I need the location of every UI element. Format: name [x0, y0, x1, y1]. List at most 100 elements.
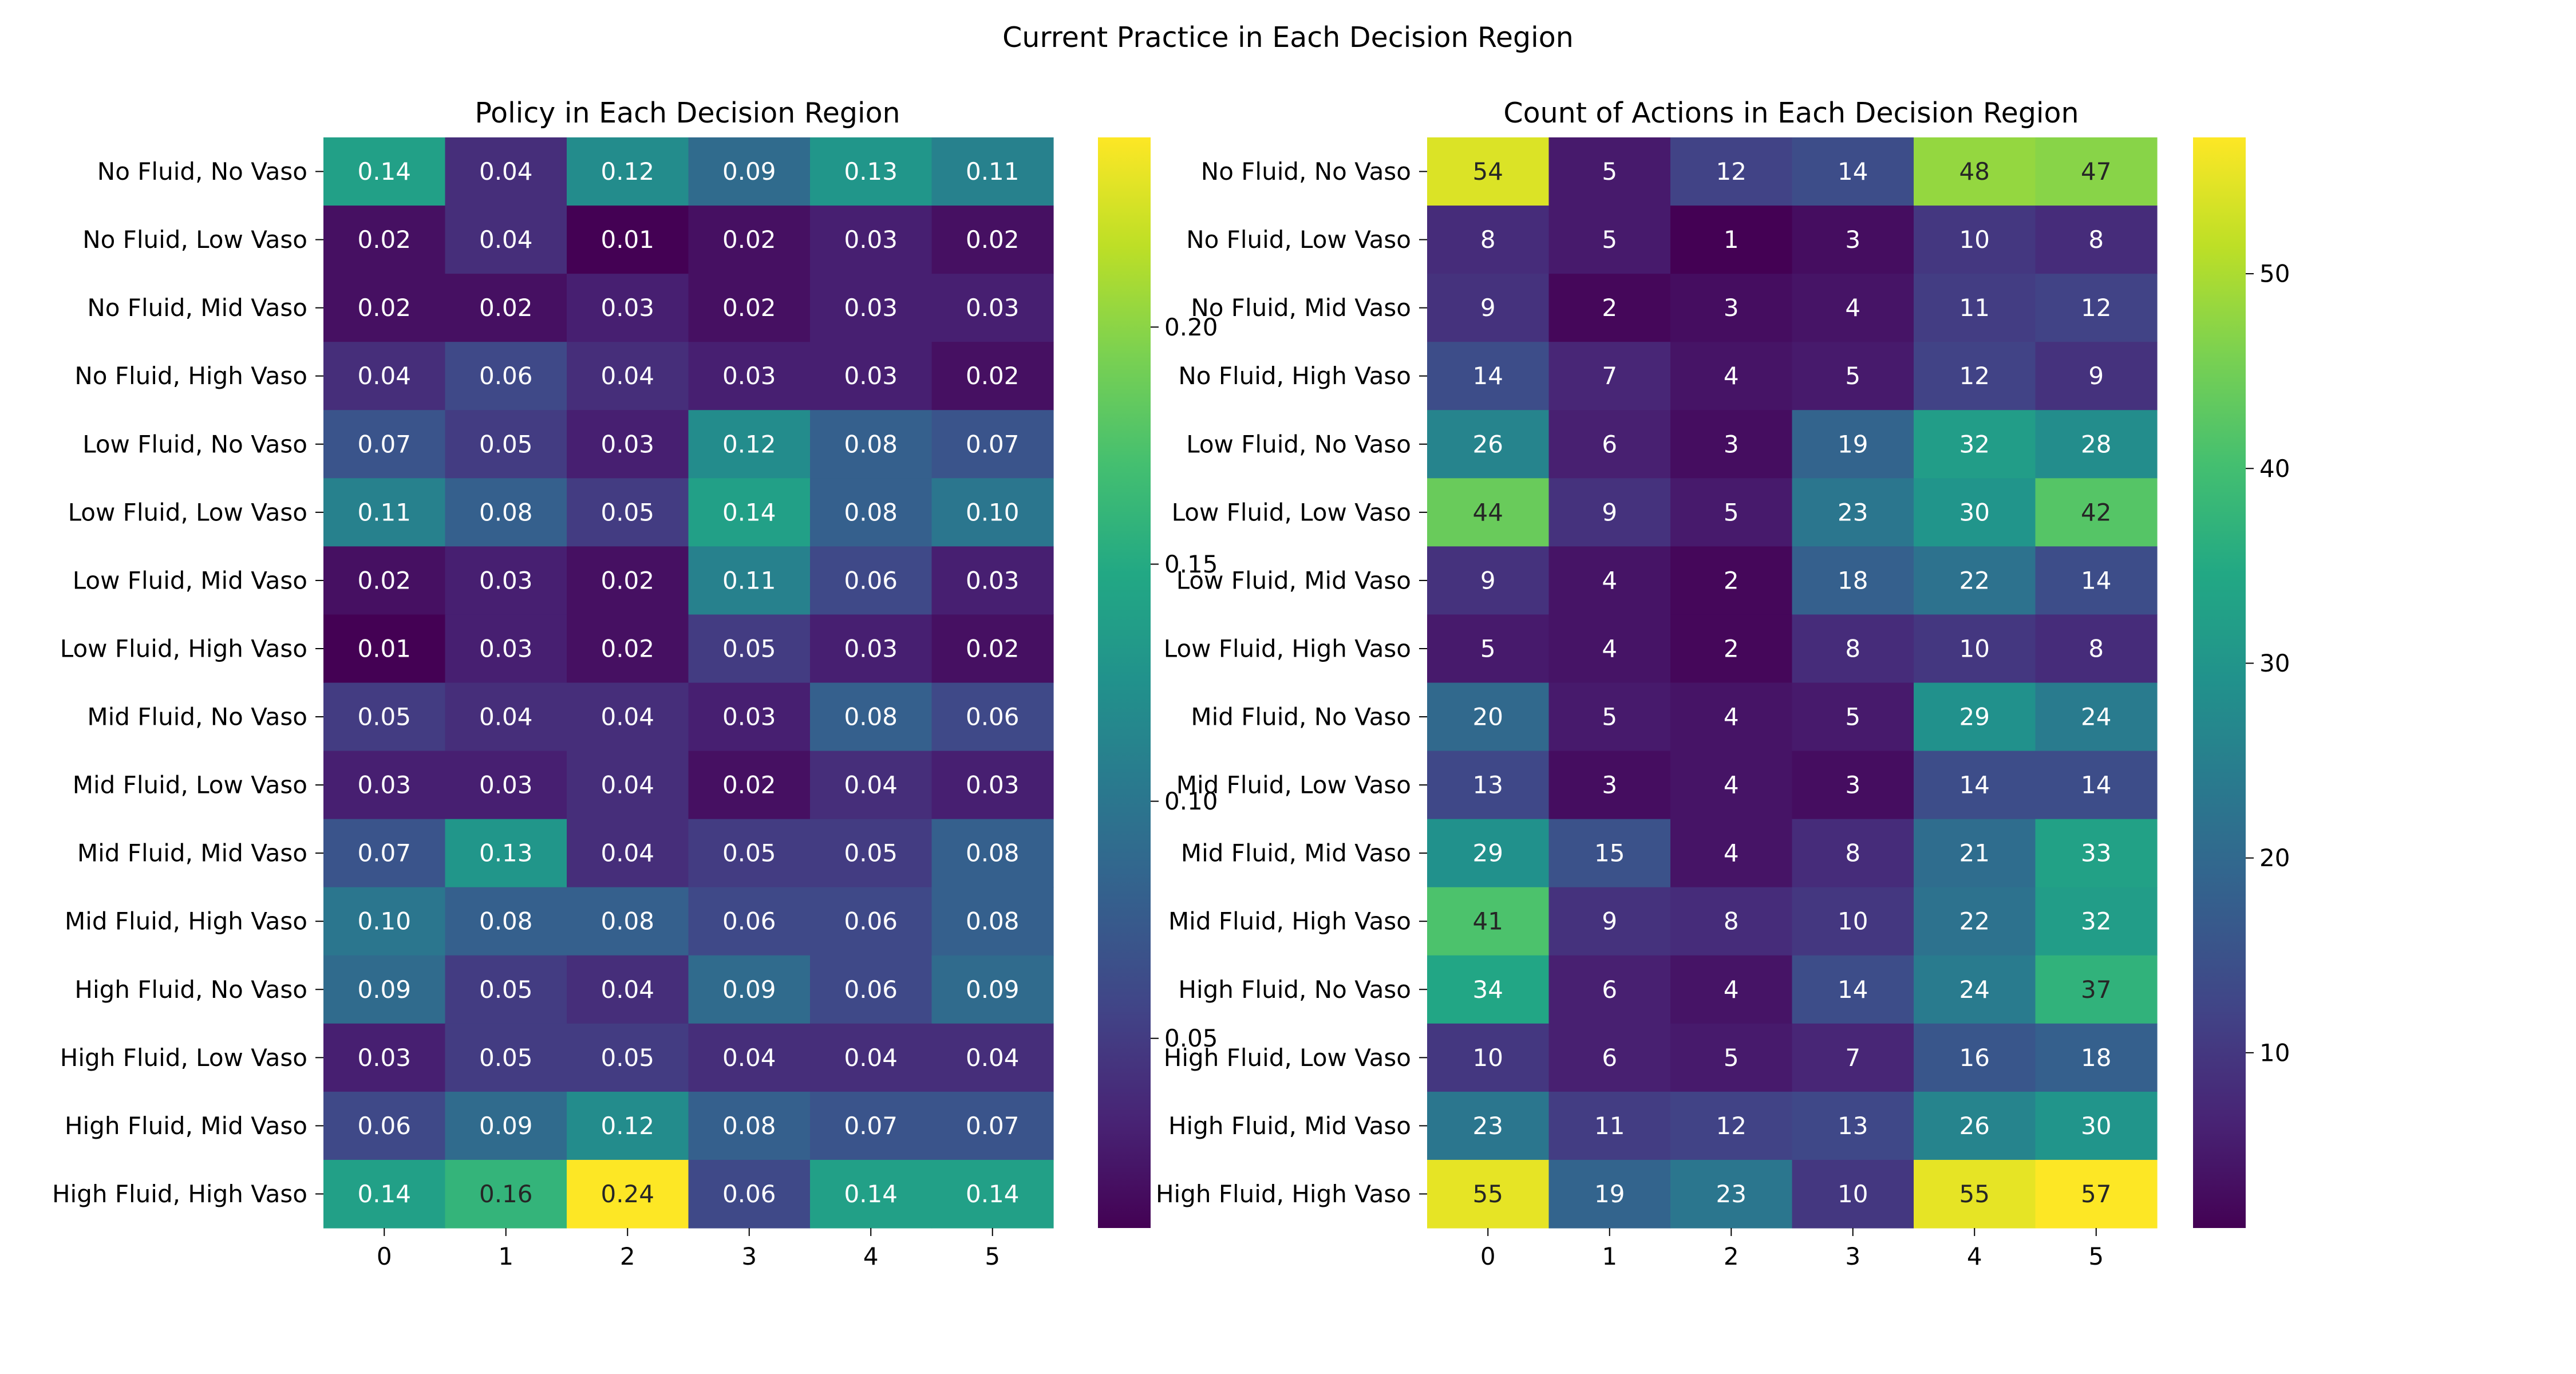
heatmap-cell-value: 5 [1480, 634, 1496, 662]
heatmap-cell-value: 5 [1602, 157, 1617, 185]
heatmap-cell-value: 12 [1716, 157, 1747, 185]
heatmap-cell [2035, 1091, 2158, 1160]
y-tick-label: No Fluid, Mid Vaso [87, 294, 307, 322]
colorbar-tick-label: 0.10 [1164, 787, 1218, 815]
heatmap-cell [810, 1159, 933, 1229]
heatmap-cell [1548, 751, 1671, 820]
heatmap-cell-value: 4 [1724, 976, 1739, 1004]
heatmap-cell-value: 5 [1845, 703, 1860, 731]
y-tick-label: Low Fluid, Mid Vaso [73, 566, 307, 594]
y-tick-label: High Fluid, Mid Vaso [1168, 1112, 1411, 1140]
heatmap-cell [1670, 751, 1793, 820]
heatmap-cell [567, 274, 689, 342]
heatmap-cell [445, 342, 567, 410]
heatmap-cell-value: 7 [1845, 1044, 1860, 1072]
x-tick-label: 0 [377, 1242, 392, 1270]
heatmap-cell [1670, 206, 1793, 274]
heatmap-cell [1914, 751, 2036, 820]
heatmap-cell-value: 0.06 [844, 907, 898, 935]
heatmap-cell [323, 1023, 446, 1092]
heatmap-cell-value: 0.02 [722, 294, 776, 322]
heatmap-cell-value: 0.11 [722, 566, 776, 594]
colorbar-tick-label: 0.20 [1164, 313, 1218, 341]
heatmap-cell [1670, 274, 1793, 342]
heatmap-cell-value: 0.08 [844, 498, 898, 526]
x-tick-label: 4 [863, 1242, 879, 1270]
heatmap-cell [688, 1091, 811, 1160]
heatmap-cell-value: 32 [1959, 430, 1990, 458]
heatmap-cell [445, 819, 567, 888]
y-tick-label: High Fluid, No Vaso [74, 976, 307, 1004]
heatmap-cell [445, 546, 567, 615]
heatmap-cell-value: 14 [1838, 157, 1868, 185]
heatmap-cell [567, 751, 689, 820]
heatmap-cell-value: 0.04 [479, 157, 533, 185]
y-tick-label: Low Fluid, No Vaso [82, 430, 307, 458]
heatmap-cell-value: 0.09 [479, 1112, 533, 1140]
heatmap-cell [567, 1159, 689, 1229]
heatmap-cell-value: 8 [1845, 839, 1860, 867]
heatmap-cell-value: 0.05 [600, 498, 654, 526]
y-tick-label: Low Fluid, High Vaso [60, 634, 307, 662]
count-heatmap-chart: Count of Actions in Each Decision Region… [1156, 97, 2290, 1270]
heatmap-cell [1792, 751, 1914, 820]
heatmap-cell-value: 9 [1480, 294, 1496, 322]
heatmap-cell [445, 887, 567, 956]
y-tick-label: No Fluid, High Vaso [1178, 362, 1411, 390]
heatmap-cell [1914, 478, 2036, 547]
heatmap-cell [1427, 1159, 1550, 1229]
heatmap-cell [1548, 137, 1671, 206]
heatmap-cell-value: 18 [1838, 566, 1868, 594]
heatmap-cell-value: 0.14 [357, 1180, 411, 1208]
heatmap-cell-value: 0.04 [357, 362, 411, 390]
heatmap-cell-value: 24 [2081, 703, 2111, 731]
heatmap-cell [810, 614, 933, 684]
heatmap-cell [1427, 342, 1550, 410]
heatmap-cell-value: 0.02 [966, 226, 1020, 254]
colorbar-tick-label: 0.05 [1164, 1024, 1218, 1052]
heatmap-cell-value: 0.07 [966, 430, 1020, 458]
heatmap-cell [1792, 1023, 1914, 1092]
y-tick-label: Mid Fluid, No Vaso [1191, 703, 1411, 731]
heatmap-cell [1427, 1023, 1550, 1092]
heatmap-cell [688, 137, 811, 206]
heatmap-cell [688, 819, 811, 888]
y-tick-label: Mid Fluid, Low Vaso [1176, 771, 1411, 799]
heatmap-cell [688, 614, 811, 684]
y-tick-label: Low Fluid, High Vaso [1164, 634, 1411, 662]
heatmap-cell-value: 0.03 [357, 771, 411, 799]
heatmap-cell-value: 19 [1838, 430, 1868, 458]
heatmap-cell [1548, 887, 1671, 956]
heatmap-cell [1914, 342, 2036, 410]
heatmap-cell [1792, 955, 1914, 1024]
heatmap-cell [323, 614, 446, 684]
heatmap-cell-value: 48 [1959, 157, 1990, 185]
heatmap-cell-value: 0.02 [600, 566, 654, 594]
heatmap-cell [567, 206, 689, 274]
heatmap-cell [931, 887, 1054, 956]
heatmap-cell-value: 0.05 [844, 839, 898, 867]
heatmap-cell-value: 0.12 [722, 430, 776, 458]
heatmap-cell-value: 0.11 [357, 498, 411, 526]
heatmap-cell [810, 546, 933, 615]
heatmap-cell [1914, 1159, 2036, 1229]
heatmap-cell-value: 6 [1602, 1044, 1617, 1072]
heatmap-cell-value: 19 [1594, 1180, 1625, 1208]
heatmap-cell [1670, 478, 1793, 547]
heatmap-cell [2035, 206, 2158, 274]
heatmap-cell-value: 11 [1594, 1112, 1625, 1140]
heatmap-cell-value: 0.06 [357, 1112, 411, 1140]
heatmap-cell [1548, 682, 1671, 752]
x-tick-label: 5 [2088, 1242, 2104, 1270]
heatmap-cell-value: 2 [1724, 566, 1739, 594]
heatmap-cell-value: 12 [2081, 294, 2111, 322]
heatmap-cell-value: 55 [1473, 1180, 1503, 1208]
heatmap-cell [1914, 274, 2036, 342]
heatmap-cell-value: 0.14 [722, 498, 776, 526]
heatmap-cell [1427, 1091, 1550, 1160]
heatmap-cell-value: 37 [2081, 976, 2111, 1004]
heatmap-cell [323, 682, 446, 752]
heatmap-cell-value: 41 [1473, 907, 1503, 935]
heatmap-cell [1427, 614, 1550, 684]
heatmap-cell-value: 0.03 [600, 294, 654, 322]
